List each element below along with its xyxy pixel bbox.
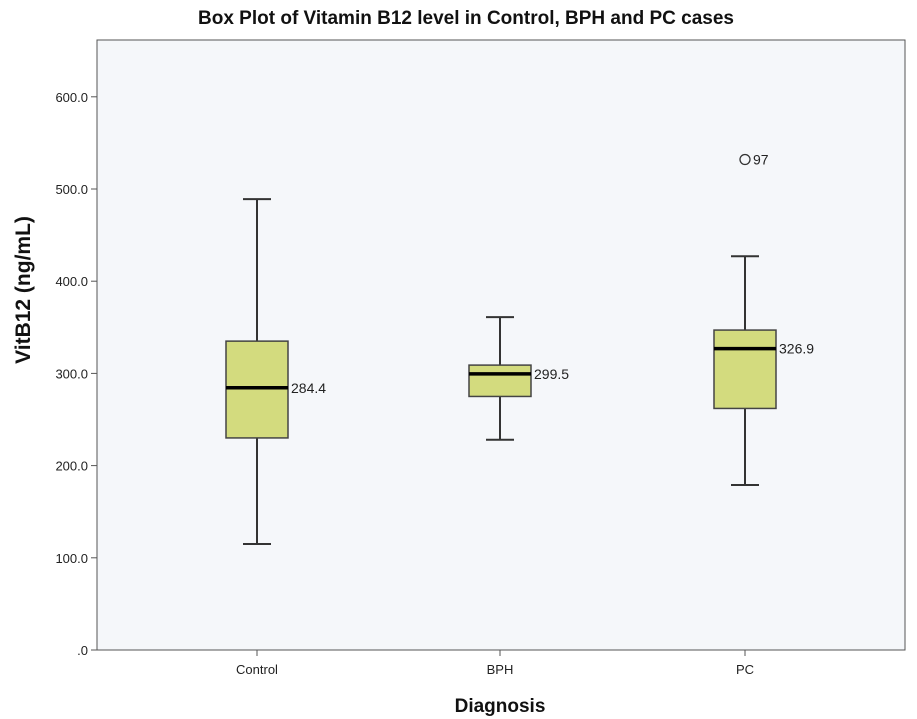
y-tick-label: 100.0	[55, 551, 88, 566]
median-label: 326.9	[779, 341, 814, 357]
y-tick-label: 300.0	[55, 366, 88, 381]
box-pc	[713, 329, 777, 410]
x-axis-label: Diagnosis	[455, 696, 546, 717]
x-tick-label: PC	[736, 662, 754, 677]
median-label: 284.4	[291, 380, 326, 396]
x-tick-label: Control	[236, 662, 278, 677]
y-tick-label: .0	[77, 643, 88, 658]
x-tick-label: BPH	[487, 662, 514, 677]
box-control	[225, 340, 289, 439]
chart-title: Box Plot of Vitamin B12 level in Control…	[198, 8, 734, 29]
y-tick-label: 200.0	[55, 459, 88, 474]
y-tick-label: 500.0	[55, 182, 88, 197]
outlier-point	[739, 153, 751, 166]
outlier-label: 97	[753, 151, 769, 167]
median-label: 299.5	[534, 366, 569, 382]
y-tick-label: 600.0	[55, 90, 88, 105]
y-axis-label: VitB12 (ng/mL)	[12, 216, 35, 364]
box-bph	[468, 364, 532, 398]
y-tick-label: 400.0	[55, 274, 88, 289]
